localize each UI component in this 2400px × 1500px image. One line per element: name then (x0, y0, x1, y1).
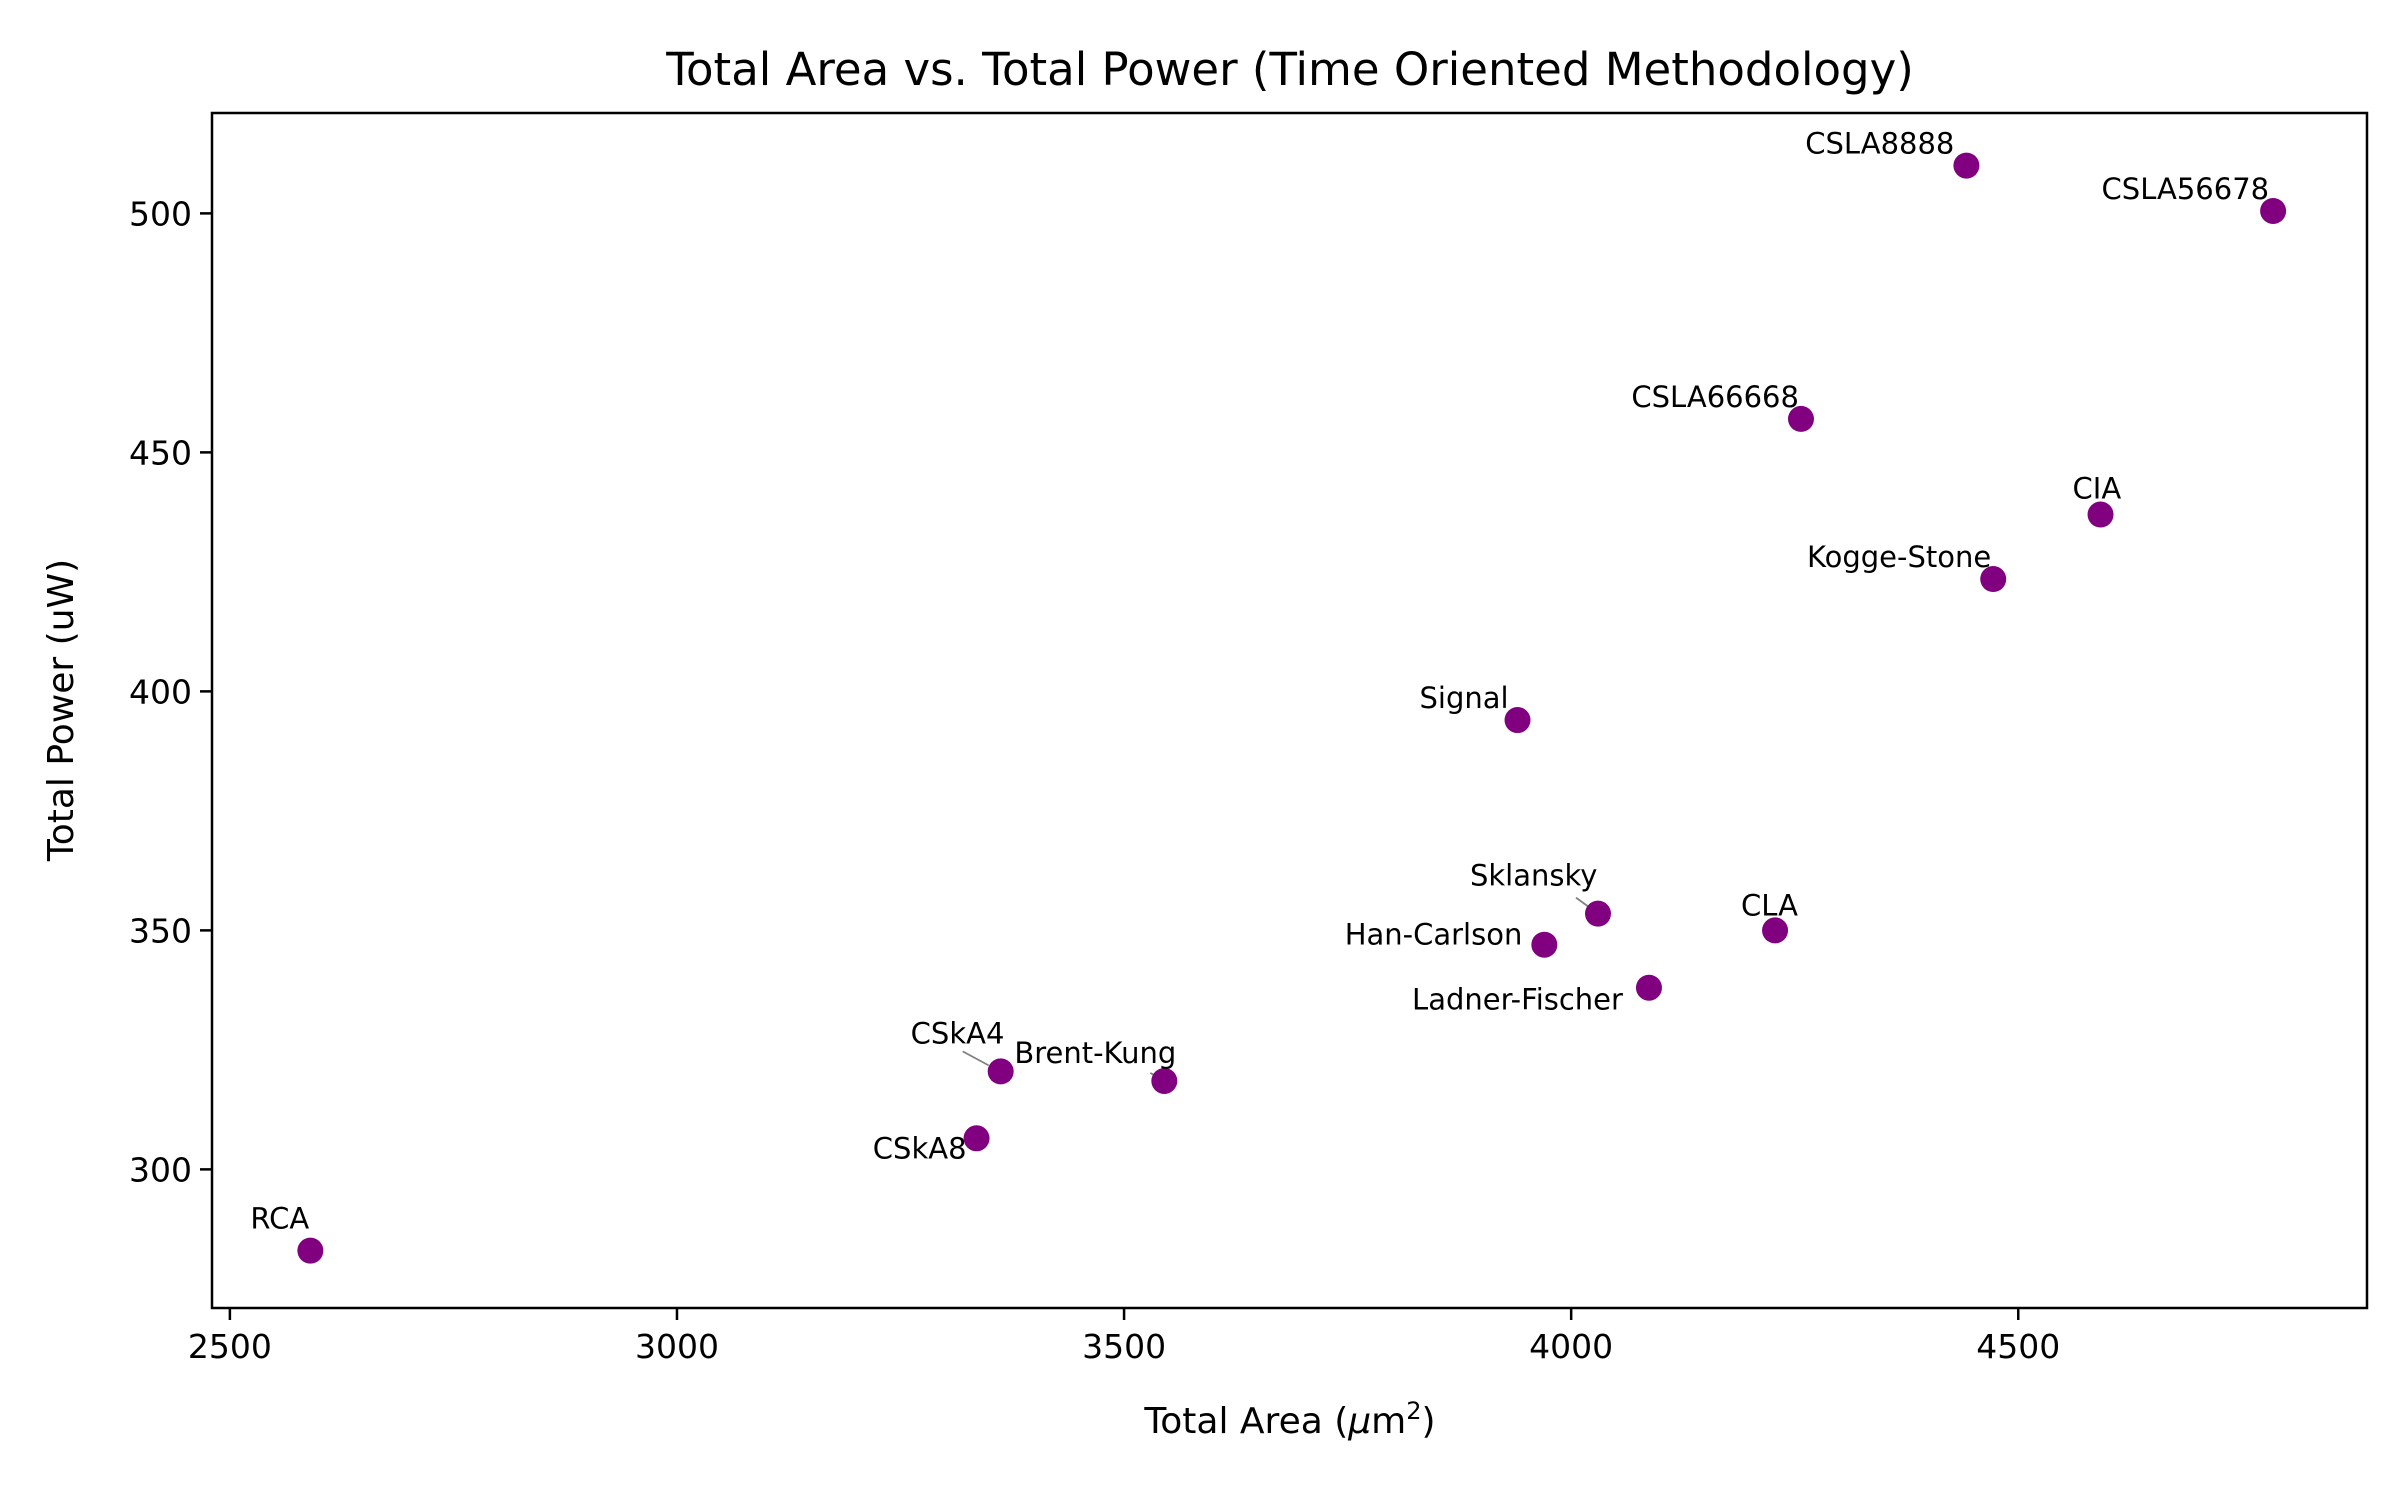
plot-area: 2500 3000 3500 4000 4500 300 350 400 450 500 RCA CS… (129, 127, 2287, 1366)
y-tick-label: 450 (129, 433, 192, 472)
y-tick-label: 350 (129, 911, 192, 950)
data-point-csla56678 (2260, 197, 2287, 224)
data-label: Han-Carlson (1345, 918, 1523, 952)
data-label: Brent-Kung (1014, 1036, 1176, 1070)
data-label: CSLA66668 (1631, 380, 1799, 414)
data-point-ladner-fischer (1635, 974, 1662, 1001)
data-label: CLA (1741, 888, 1798, 922)
y-tick-label: 300 (129, 1150, 192, 1189)
data-label: Sklansky (1470, 859, 1597, 893)
y-axis-label: Total Power (uW) (41, 559, 82, 862)
data-label: CSLA56678 (2102, 172, 2270, 206)
x-tick-label: 3000 (635, 1327, 719, 1366)
y-tick-label: 400 (129, 672, 192, 711)
x-tick-label: 3500 (1082, 1327, 1166, 1366)
data-point-csla8888 (1953, 152, 1980, 179)
data-label: Kogge-Stone (1807, 540, 1991, 574)
data-point-csla66668 (1787, 405, 1814, 432)
data-label: CSkA8 (873, 1131, 967, 1165)
y-tick-label: 500 (129, 194, 192, 233)
x-tick-label: 4000 (1529, 1327, 1613, 1366)
data-point-brent-kung (1151, 1067, 1178, 1094)
data-point-han-carlson (1531, 931, 1558, 958)
data-point-rca (297, 1237, 324, 1264)
data-label: CSLA8888 (1805, 127, 1954, 161)
data-label: CSkA4 (911, 1016, 1005, 1050)
chart-title: Total Area vs. Total Power (Time Oriente… (665, 43, 1914, 96)
data-label: CIA (2073, 472, 2122, 506)
data-point-sklansky (1584, 900, 1611, 927)
data-point-cska4 (987, 1058, 1014, 1085)
data-point-cla (1762, 917, 1789, 944)
leader-line (962, 1050, 990, 1067)
data-point-cia (2087, 501, 2114, 528)
data-point-kogge-stone (1980, 566, 2007, 593)
data-label: RCA (250, 1202, 309, 1236)
plot-frame (210, 111, 2369, 1310)
x-tick-label: 2500 (188, 1327, 272, 1366)
data-label: Signal (1420, 681, 1509, 715)
x-axis-label: Total Area (μm2) (1143, 1397, 1435, 1442)
data-point-signal (1504, 707, 1531, 734)
data-label: Ladner-Fischer (1412, 983, 1623, 1017)
data-point-cska8 (963, 1125, 990, 1152)
x-tick-label: 4500 (1976, 1327, 2060, 1366)
